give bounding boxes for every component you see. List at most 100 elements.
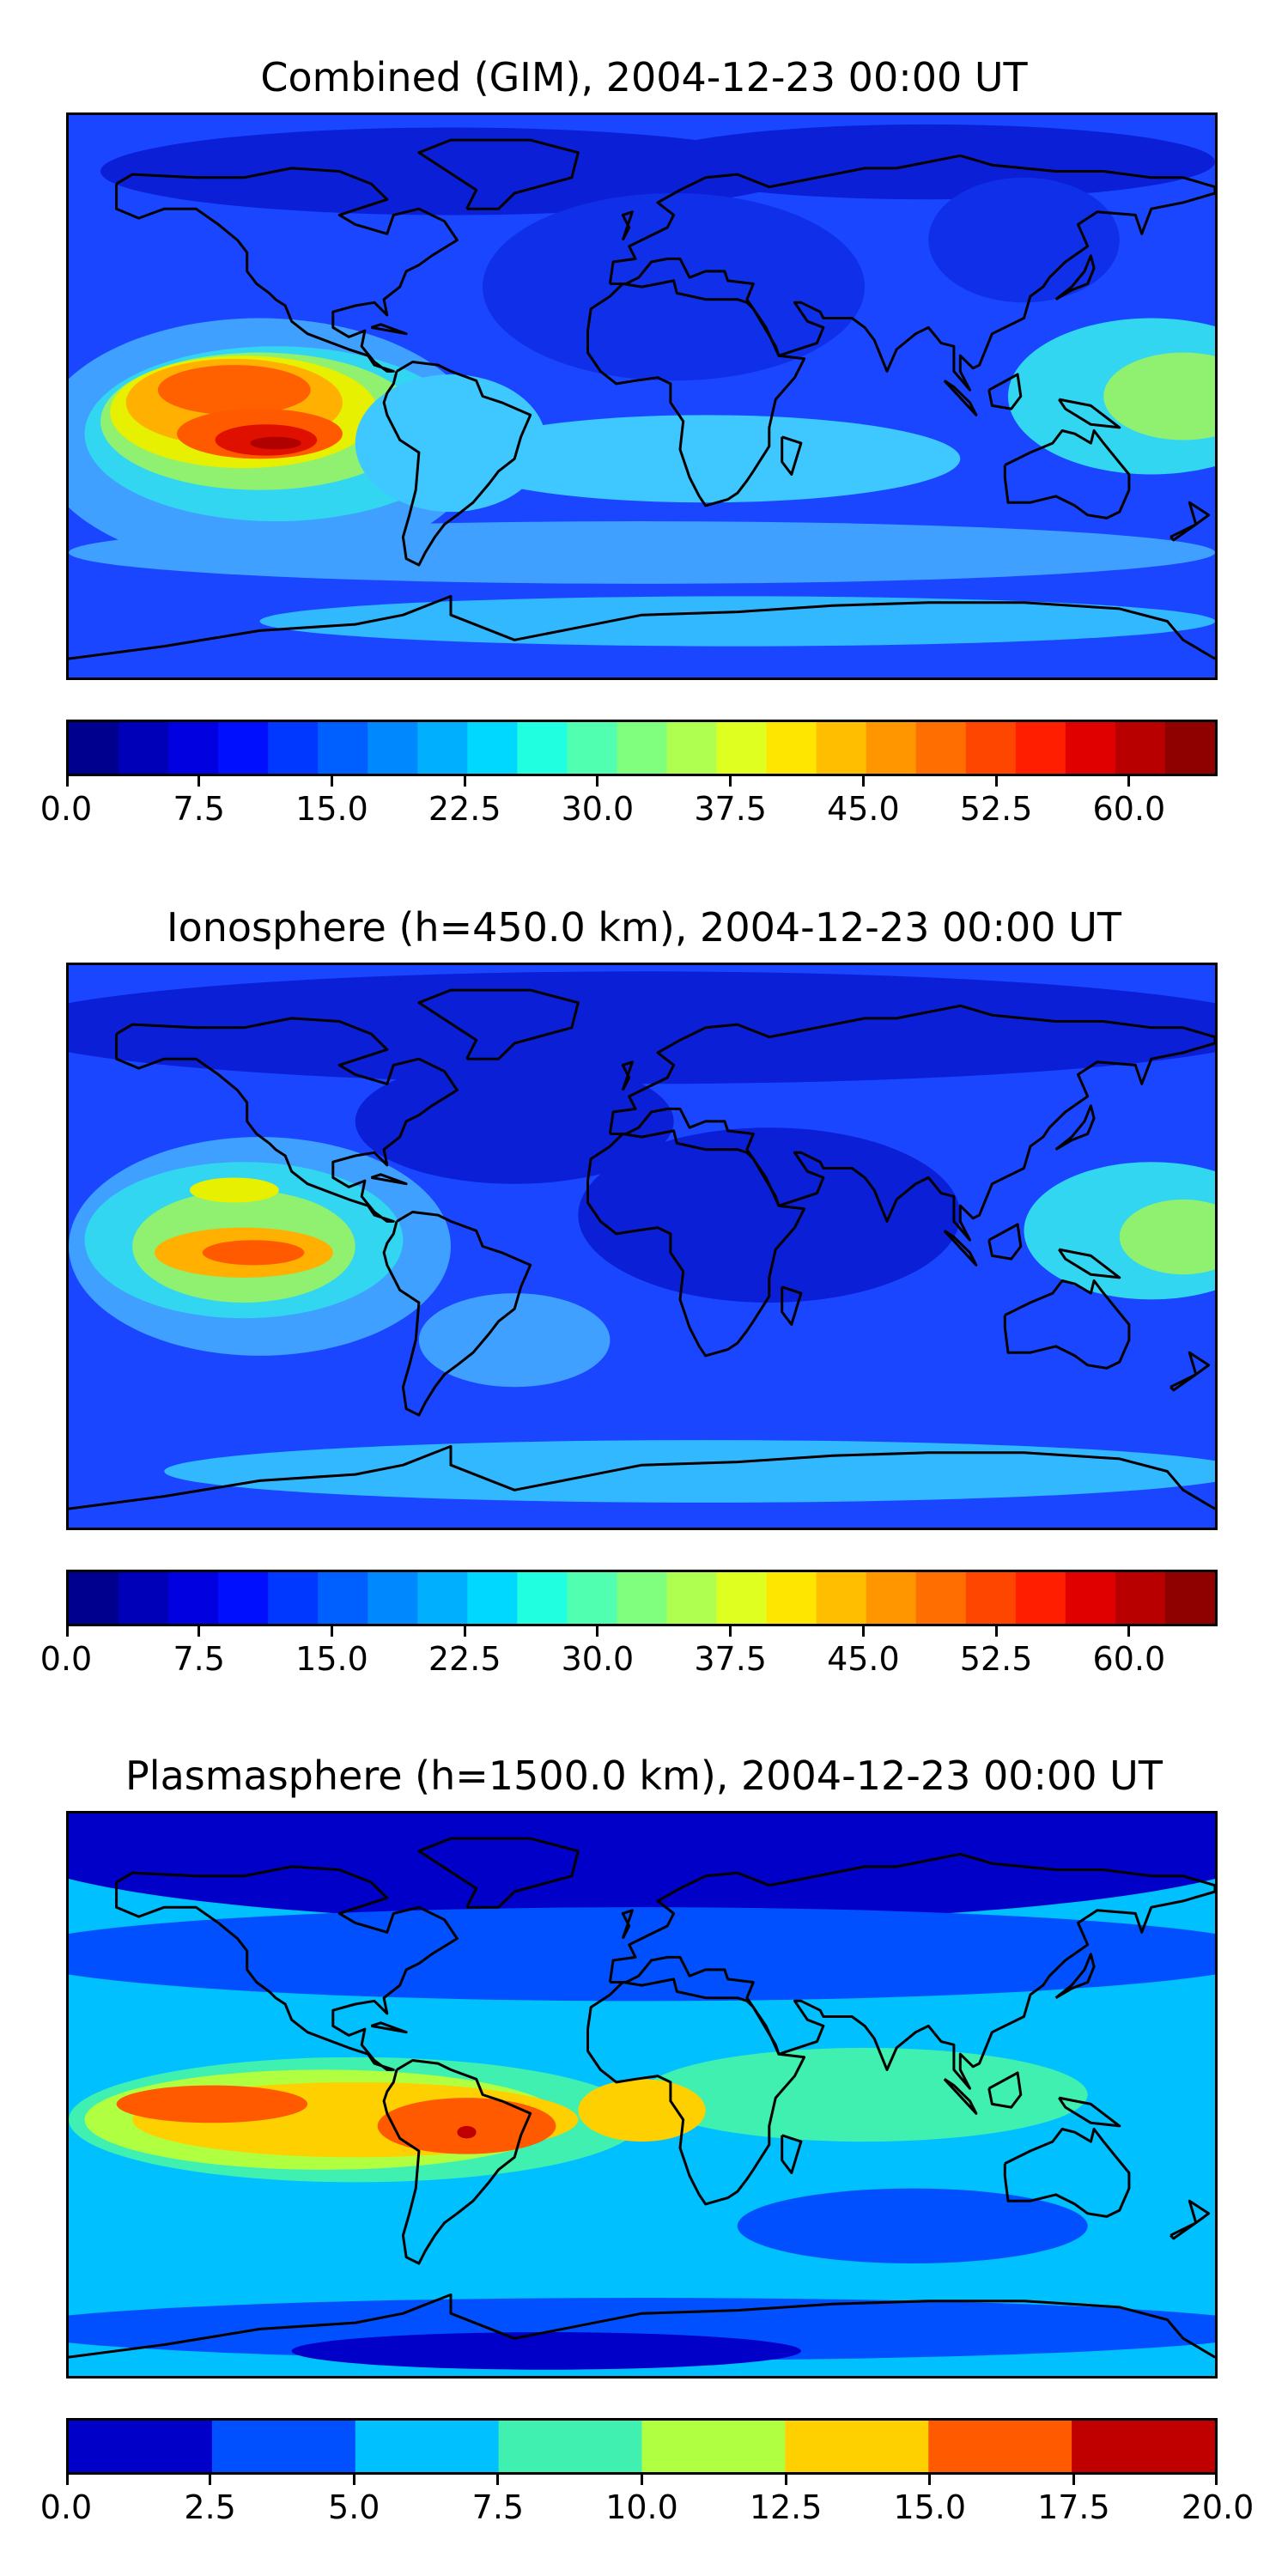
panel-3-map-plot xyxy=(69,1814,1215,2376)
coastline xyxy=(621,210,634,241)
colorbar-tick-mark xyxy=(352,2475,355,2485)
panel-2-colorbar-ticks: 0.0 7.5 15.0 22.5 30.0 37.5 45.0 52.5 60.0 xyxy=(40,1626,1218,1678)
colorbar-tick-mark xyxy=(66,776,69,787)
colorbar-tick-mark xyxy=(729,776,732,787)
colorbar-swatch xyxy=(168,722,219,774)
colorbar-swatch xyxy=(965,1572,1017,1624)
colorbar-swatch xyxy=(1164,722,1215,774)
colorbar-swatch xyxy=(567,1572,617,1624)
colorbar-tick-label: 17.5 xyxy=(1037,2488,1110,2526)
field-contour xyxy=(928,177,1120,303)
colorbar-swatch xyxy=(617,722,668,774)
field-contour xyxy=(69,521,1215,584)
colorbar-swatch xyxy=(218,1572,269,1624)
coastline xyxy=(621,1909,634,1940)
colorbar-tick-mark xyxy=(729,1626,732,1637)
field-contour xyxy=(164,1440,1215,1503)
coastline xyxy=(370,323,408,336)
coastline xyxy=(115,167,459,373)
panel-1-colorbar-swatches xyxy=(69,722,1215,774)
colorbar-tick-label: 60.0 xyxy=(1092,1640,1166,1678)
colorbar-swatch xyxy=(168,1572,219,1624)
colorbar-tick-label: 60.0 xyxy=(1092,790,1166,828)
panel-1-map xyxy=(66,112,1218,680)
field-contour xyxy=(641,2047,1088,2142)
colorbar-tick-label: 5.0 xyxy=(328,2488,380,2526)
colorbar-swatch xyxy=(1115,722,1166,774)
colorbar-swatch xyxy=(866,1572,917,1624)
colorbar-swatch xyxy=(69,2421,213,2472)
coastline xyxy=(586,1129,806,1358)
colorbar-swatch xyxy=(915,1572,967,1624)
coastline xyxy=(1170,1351,1211,1392)
colorbar-tick-label: 0.0 xyxy=(39,2488,93,2526)
colorbar-swatch xyxy=(268,722,319,774)
coastline xyxy=(586,1978,806,2206)
panel-3-title: Plasmasphere (h=1500.0 km), 2004-12-23 0… xyxy=(125,1753,1163,1799)
coastline xyxy=(1170,2199,1211,2240)
colorbar-swatch xyxy=(1015,1572,1066,1624)
colorbar-swatch xyxy=(118,1572,169,1624)
colorbar-tick-mark xyxy=(463,776,466,787)
colorbar-tick-label: 12.5 xyxy=(749,2488,823,2526)
colorbar-tick-label: 0.0 xyxy=(39,790,93,828)
colorbar-tick-mark xyxy=(928,2475,932,2485)
colorbar-tick-label: 37.5 xyxy=(694,790,767,828)
field-contour xyxy=(157,365,311,416)
colorbar-swatch xyxy=(1115,1572,1166,1624)
colorbar-tick-label: 52.5 xyxy=(959,790,1033,828)
colorbar-tick-label: 22.5 xyxy=(428,1640,501,1678)
field-contour xyxy=(69,1907,1215,2002)
panel-3-map xyxy=(66,1811,1218,2379)
colorbar-swatch xyxy=(766,722,817,774)
coastline xyxy=(417,1837,580,1909)
colorbar-swatch xyxy=(268,1572,319,1624)
colorbar-swatch xyxy=(318,722,368,774)
colorbar-tick-label: 45.0 xyxy=(827,1640,900,1678)
field-contour xyxy=(69,1814,1215,1923)
coastline xyxy=(115,1865,459,2071)
panel-3-colorbar-swatches xyxy=(69,2421,1215,2472)
colorbar-swatch xyxy=(368,722,418,774)
coastline xyxy=(382,1211,532,1417)
colorbar-swatch xyxy=(467,1572,518,1624)
colorbar-tick-label: 52.5 xyxy=(959,1640,1033,1678)
colorbar-tick-label: 22.5 xyxy=(428,790,501,828)
colorbar-swatch xyxy=(368,1572,418,1624)
colorbar-tick-mark xyxy=(596,1626,599,1637)
coastline xyxy=(69,2293,1215,2359)
colorbar-tick-mark xyxy=(861,776,865,787)
panel-1-title: Combined (GIM), 2004-12-23 00:00 UT xyxy=(260,54,1028,100)
coastline xyxy=(608,1852,1215,2090)
coastline xyxy=(69,1444,1215,1510)
colorbar-swatch xyxy=(816,722,867,774)
colorbar-swatch xyxy=(1164,1572,1215,1624)
field-contour xyxy=(451,415,961,503)
coastline xyxy=(370,2021,408,2034)
colorbar-swatch xyxy=(866,722,917,774)
coastline xyxy=(1054,254,1096,301)
colorbar-swatch xyxy=(218,722,269,774)
coastline xyxy=(987,1223,1023,1261)
colorbar-swatch xyxy=(785,2421,929,2472)
colorbar-tick-label: 20.0 xyxy=(1181,2488,1255,2526)
coastline xyxy=(1054,1104,1096,1151)
colorbar-swatch xyxy=(666,1572,718,1624)
colorbar-swatch xyxy=(1015,722,1066,774)
colorbar-swatch xyxy=(816,1572,867,1624)
colorbar-swatch xyxy=(766,1572,817,1624)
coastline xyxy=(1003,429,1131,519)
colorbar-tick-label: 30.0 xyxy=(561,790,635,828)
coastline xyxy=(987,373,1023,410)
colorbar-tick-mark xyxy=(784,2475,787,2485)
colorbar-tick-mark xyxy=(496,2475,500,2485)
field-contour xyxy=(202,1240,305,1266)
coastline xyxy=(943,380,978,416)
field-contour xyxy=(291,2332,801,2370)
panel-1-map-plot xyxy=(69,115,1215,677)
colorbar-tick-label: 15.0 xyxy=(295,790,368,828)
colorbar-swatch xyxy=(567,722,617,774)
coastline xyxy=(382,361,532,567)
colorbar-tick-label: 30.0 xyxy=(561,1640,635,1678)
colorbar-swatch xyxy=(355,2421,500,2472)
